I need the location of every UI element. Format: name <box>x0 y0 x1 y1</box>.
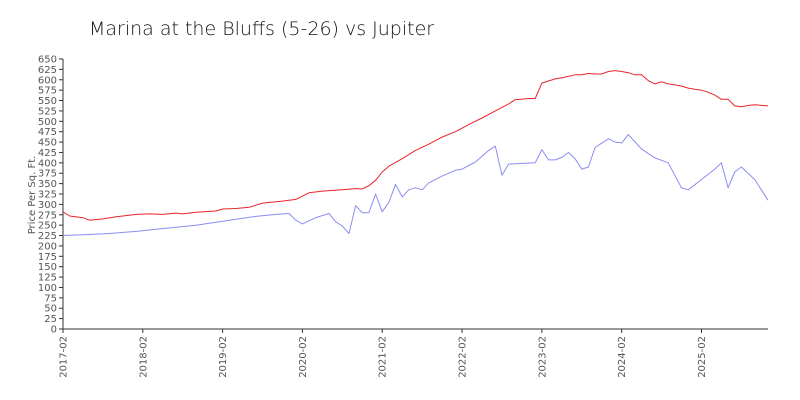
y-tick-label: 425 <box>38 148 57 159</box>
x-tick-label: 2024-02 <box>617 336 628 378</box>
y-tick-label: 225 <box>38 231 57 242</box>
y-tick-label: 275 <box>38 210 57 221</box>
y-tick-label: 400 <box>38 158 57 169</box>
y-tick-label: 650 <box>38 55 57 66</box>
x-tick-label: 2018-02 <box>138 336 149 378</box>
x-tick-label: 2021-02 <box>378 336 389 378</box>
x-tick-label: 2022-02 <box>458 336 469 378</box>
y-tick-label: 100 <box>38 283 57 294</box>
y-tick-label: 175 <box>38 252 57 263</box>
y-tick-label: 250 <box>38 221 57 232</box>
y-tick-label: 450 <box>38 138 57 149</box>
y-tick-label: 50 <box>44 304 57 315</box>
y-tick-label: 575 <box>38 86 57 97</box>
x-tick-label: 2020-02 <box>298 336 309 378</box>
y-tick-label: 200 <box>38 241 57 252</box>
x-axis: 2017-02 2018-02 2019-02 2020-02 2021-02 2022-… <box>59 328 768 378</box>
y-tick-label: 600 <box>38 75 57 86</box>
x-tick-label: 2025-02 <box>697 336 708 378</box>
chart-title: Marina at the Bluffs (5-26) vs Jupiter <box>89 18 434 40</box>
y-tick-label: 325 <box>38 190 57 201</box>
y-tick-label: 150 <box>38 262 57 273</box>
y-tick-label: 125 <box>38 273 57 284</box>
y-axis-label: Price Per Sq. Ft. <box>27 156 38 235</box>
y-tick-label: 625 <box>38 65 57 76</box>
y-tick-label: 550 <box>38 96 57 107</box>
y-tick-label: 475 <box>38 127 57 138</box>
series-layer <box>62 70 769 236</box>
series-2-line <box>62 134 769 236</box>
series-1-line <box>62 70 769 221</box>
x-tick-label: 2023-02 <box>537 336 548 378</box>
y-tick-label: 525 <box>38 106 57 117</box>
y-tick-label: 75 <box>44 293 57 304</box>
y-axis: 0255075100125150175200225250275300325350… <box>38 55 64 336</box>
x-tick-label: 2019-02 <box>218 336 229 378</box>
x-tick-label: 2017-02 <box>59 336 70 378</box>
y-tick-label: 500 <box>38 117 57 128</box>
y-tick-label: 350 <box>38 179 57 190</box>
y-tick-label: 375 <box>38 169 57 180</box>
y-tick-label: 25 <box>44 314 57 325</box>
y-tick-label: 300 <box>38 200 57 211</box>
y-tick-label: 0 <box>51 325 57 336</box>
